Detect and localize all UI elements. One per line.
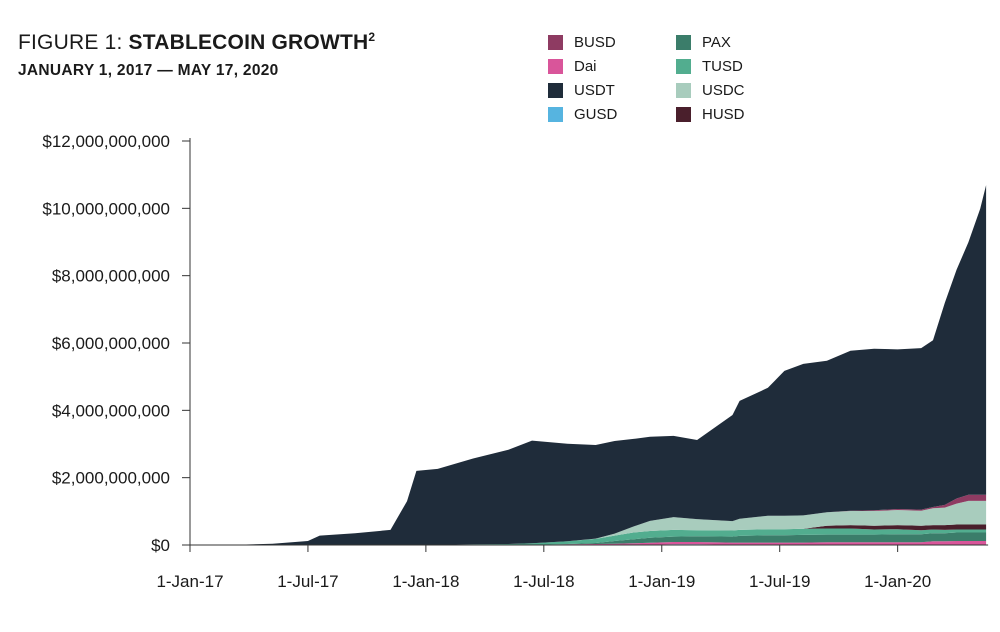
- y-tick-label: $10,000,000,000: [42, 199, 170, 218]
- y-tick-label: $2,000,000,000: [52, 469, 170, 488]
- x-tick-label: 1-Jan-20: [864, 572, 931, 591]
- chart-subtitle: JANUARY 1, 2017 — MAY 17, 2020: [18, 62, 279, 79]
- series-area-dai: [190, 541, 987, 545]
- legend-item-tusd: TUSD: [676, 56, 743, 76]
- legend-item-gusd: GUSD: [548, 104, 617, 124]
- series-area-tusd: [190, 528, 987, 545]
- legend-swatch: [676, 82, 691, 98]
- x-tick-label: 1-Jan-19: [628, 572, 695, 591]
- y-tick-label: $4,000,000,000: [52, 401, 170, 420]
- series-area-husd: [190, 524, 987, 545]
- legend-item-pax: PAX: [676, 32, 731, 52]
- legend-item-usdt: USDT: [548, 80, 615, 100]
- legend-swatch: [548, 82, 563, 98]
- legend-label: BUSD: [574, 33, 616, 51]
- series-area-pax: [190, 532, 987, 545]
- series-area-usdt: [190, 185, 987, 545]
- chart-title-main: STABLECOIN GROWTH: [128, 31, 369, 54]
- chart-title: FIGURE 1: STABLECOIN GROWTH2: [18, 30, 375, 55]
- legend-label: USDC: [702, 81, 745, 99]
- legend-swatch: [676, 106, 691, 122]
- series-area-usdc: [190, 500, 987, 545]
- x-tick-label: 1-Jan-17: [156, 572, 223, 591]
- legend-item-dai: Dai: [548, 56, 597, 76]
- legend-label: GUSD: [574, 105, 618, 123]
- chart-title-superscript: 2: [368, 30, 376, 44]
- x-tick-label: 1-Jul-18: [513, 572, 574, 591]
- x-tick-label: 1-Jul-17: [277, 572, 338, 591]
- legend-swatch: [676, 34, 691, 50]
- legend-item-husd: HUSD: [676, 104, 745, 124]
- y-tick-label: $12,000,000,000: [42, 132, 170, 151]
- x-tick-label: 1-Jul-19: [749, 572, 810, 591]
- y-tick-label: $8,000,000,000: [52, 267, 170, 286]
- legend-swatch: [548, 106, 563, 122]
- legend-swatch: [548, 34, 563, 50]
- legend-swatch: [548, 58, 563, 74]
- legend-label: Dai: [574, 57, 597, 75]
- legend-item-usdc: USDC: [676, 80, 745, 100]
- legend-label: PAX: [702, 33, 731, 51]
- y-tick-label: $6,000,000,000: [52, 334, 170, 353]
- legend-label: TUSD: [702, 57, 743, 75]
- x-tick-label: 1-Jan-18: [392, 572, 459, 591]
- chart-title-prefix: FIGURE 1:: [18, 31, 129, 54]
- y-tick-label: $0: [151, 536, 170, 555]
- legend-item-busd: BUSD: [548, 32, 616, 52]
- legend-swatch: [676, 58, 691, 74]
- legend-label: USDT: [574, 81, 615, 99]
- legend-label: HUSD: [702, 105, 745, 123]
